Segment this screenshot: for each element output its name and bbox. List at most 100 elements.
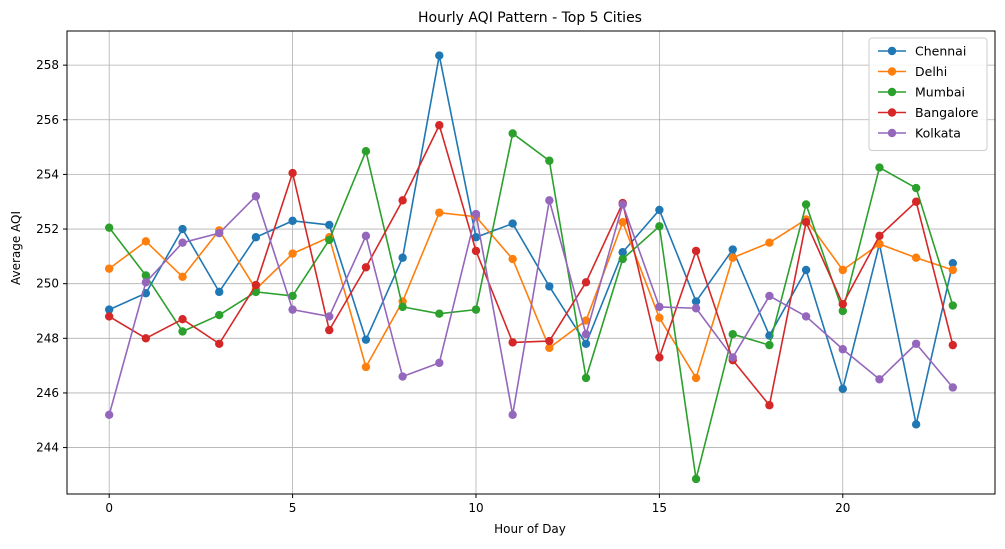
data-point-kolkata [104,410,114,419]
series-kolkata [104,192,958,419]
data-point-delhi [655,313,664,323]
data-point-bangalore [765,401,774,410]
y-tick-label: 256 [36,113,59,127]
legend-item-delhi: Delhi [878,64,947,79]
legend-label: Chennai [915,44,966,59]
data-point-bangalore [875,231,884,241]
data-point-kolkata [288,305,297,314]
data-point-bangalore [948,340,958,350]
legend: Chennai Delhi Mumbai Bangalore Kolkata [868,37,988,151]
data-point-kolkata [581,330,591,339]
data-point-delhi [508,254,517,264]
series-line-kolkata [108,195,954,416]
y-tick-label: 246 [36,386,59,400]
legend-swatch-marker [887,46,897,56]
data-point-bangalore [215,339,224,348]
data-point-delhi [581,316,591,325]
data-point-delhi [618,218,627,227]
data-point-chennai [215,287,224,297]
data-point-mumbai [691,474,701,484]
chart-title: Hourly AQI Pattern - Top 5 Cities [418,10,642,26]
data-point-kolkata [691,304,701,313]
data-point-delhi [545,343,554,353]
data-point-chennai [728,245,737,254]
data-point-kolkata [471,209,481,219]
series-line-chennai [108,54,954,426]
data-point-chennai [398,253,407,262]
data-point-mumbai [765,340,774,350]
data-point-bangalore [838,299,847,309]
plot-area-frame [66,30,996,495]
series-line-bangalore [108,124,954,407]
data-point-kolkata [178,238,187,247]
data-point-chennai [545,282,554,291]
data-point-chennai [435,51,444,60]
legend-label: Mumbai [915,85,965,100]
y-axis-label: Average AQI [9,211,23,285]
legend-label: Delhi [915,64,947,79]
data-point-kolkata [545,196,554,205]
data-point-bangalore [398,196,407,205]
data-point-bangalore [325,325,334,335]
x-tick-label: 0 [105,501,113,515]
data-point-chennai [911,420,921,429]
data-point-delhi [691,373,701,383]
data-point-bangalore [801,218,811,227]
y-tick-label: 254 [36,167,59,181]
data-point-chennai [325,220,334,230]
legend-swatch-marker [887,87,897,97]
data-point-mumbai [215,310,224,320]
legend-item-kolkata: Kolkata [878,126,961,141]
data-point-mumbai [288,291,297,301]
data-point-mumbai [325,235,334,245]
data-point-delhi [765,238,774,247]
data-point-mumbai [545,156,554,165]
data-point-kolkata [838,345,847,354]
data-point-kolkata [801,312,811,321]
data-point-kolkata [655,302,664,312]
data-point-delhi [361,362,371,372]
y-tick-label: 252 [36,222,59,236]
data-point-mumbai [178,327,187,336]
data-point-chennai [948,258,958,268]
data-point-mumbai [911,183,921,193]
data-point-mumbai [471,305,481,314]
legend-label: Bangalore [915,105,979,120]
data-point-mumbai [398,302,407,312]
legend-item-mumbai: Mumbai [878,85,965,100]
data-point-kolkata [141,278,151,287]
x-tick-label: 15 [652,501,667,515]
data-point-kolkata [325,312,334,321]
data-point-chennai [251,233,261,242]
legend-item-bangalore: Bangalore [878,105,979,120]
data-point-kolkata [911,339,921,348]
data-point-bangalore [251,280,261,290]
data-point-kolkata [215,228,224,238]
data-point-kolkata [508,410,517,419]
data-point-mumbai [361,146,371,156]
data-point-kolkata [435,358,444,368]
data-point-delhi [948,265,958,275]
data-point-delhi [911,253,921,262]
legend-swatch-marker [887,67,897,76]
data-point-bangalore [471,246,481,256]
data-point-chennai [618,248,627,257]
data-point-delhi [104,264,114,273]
legend-item-chennai: Chennai [878,44,966,59]
data-point-delhi [178,272,187,282]
data-point-mumbai [618,254,627,264]
data-point-delhi [288,249,297,258]
data-point-mumbai [875,163,884,172]
data-point-delhi [875,239,884,249]
data-point-bangalore [288,168,297,178]
data-point-bangalore [361,263,371,272]
data-point-kolkata [361,231,371,241]
data-point-delhi [435,208,444,217]
data-point-chennai [655,205,664,215]
data-point-mumbai [838,306,847,316]
data-point-kolkata [398,372,407,381]
grid-lines [67,31,995,494]
y-tick-label: 244 [36,441,59,455]
